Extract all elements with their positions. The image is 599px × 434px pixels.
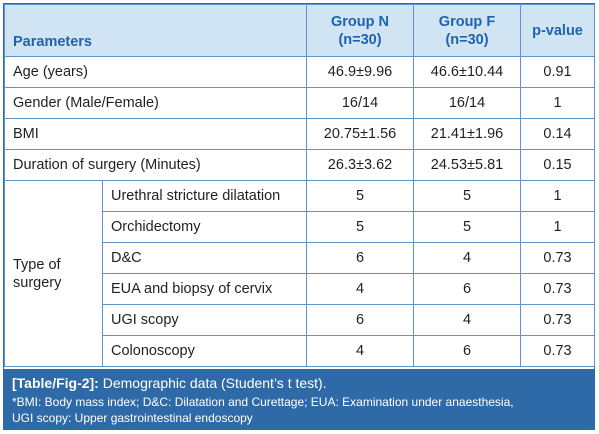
caption-footnote-line1: *BMI: Body mass index; D&C: Dilatation a…	[12, 395, 514, 409]
group-f-value: 21.41±1.96	[413, 118, 521, 150]
caption-text: Demographic data (Student’s t test).	[98, 375, 327, 391]
group-n-value: 16/14	[306, 87, 414, 119]
group-n-value: 4	[306, 335, 414, 367]
group-f-value: 4	[413, 304, 521, 336]
header-group-f-line2: (n=30)	[445, 31, 489, 48]
table-row: Age (years) 46.9±9.96 46.6±10.44 0.91	[4, 56, 595, 88]
type-of-surgery-line2: surgery	[13, 274, 62, 291]
p-value: 1	[520, 211, 595, 243]
type-of-surgery-line1: Type of	[13, 256, 61, 273]
group-n-value: 6	[306, 242, 414, 274]
caption-footnote: *BMI: Body mass index; D&C: Dilatation a…	[12, 394, 586, 426]
row-label: Gender (Male/Female)	[4, 87, 307, 119]
group-f-value: 6	[413, 273, 521, 305]
surgery-label: Colonoscopy	[102, 335, 307, 367]
p-value: 1	[520, 180, 595, 212]
group-f-value: 6	[413, 335, 521, 367]
p-value: 0.15	[520, 149, 595, 181]
header-group-n: Group N (n=30)	[306, 4, 414, 57]
row-label: Age (years)	[4, 56, 307, 88]
group-n-value: 4	[306, 273, 414, 305]
group-f-value: 24.53±5.81	[413, 149, 521, 181]
surgery-label: EUA and biopsy of cervix	[102, 273, 307, 305]
table-row: UGI scopy 6 4 0.73	[5, 304, 595, 336]
p-value: 0.14	[520, 118, 595, 150]
row-label: BMI	[4, 118, 307, 150]
group-f-value: 4	[413, 242, 521, 274]
caption-main: [Table/Fig-2]: Demographic data (Student…	[12, 374, 586, 392]
type-of-surgery-label: Type of surgery	[4, 180, 103, 367]
group-n-value: 6	[306, 304, 414, 336]
header-row: Parameters Group N (n=30) Group F (n=30)…	[4, 4, 595, 57]
group-f-value: 5	[413, 180, 521, 212]
header-group-n-line2: (n=30)	[338, 31, 382, 48]
row-label: Duration of surgery (Minutes)	[4, 149, 307, 181]
p-value: 1	[520, 87, 595, 119]
group-n-value: 20.75±1.56	[306, 118, 414, 150]
surgery-label: Urethral stricture dilatation	[102, 180, 307, 212]
table-row: Gender (Male/Female) 16/14 16/14 1	[4, 87, 595, 119]
caption-footnote-line2: UGI scopy: Upper gastrointestinal endosc…	[12, 411, 253, 425]
group-n-value: 26.3±3.62	[306, 149, 414, 181]
demographic-table: Parameters Group N (n=30) Group F (n=30)…	[4, 4, 595, 367]
p-value: 0.73	[520, 242, 595, 274]
group-f-value: 16/14	[413, 87, 521, 119]
header-group-f-line1: Group F	[438, 13, 496, 30]
surgery-label: UGI scopy	[102, 304, 307, 336]
table-row: Duration of surgery (Minutes) 26.3±3.62 …	[4, 149, 595, 181]
header-group-n-line1: Group N	[331, 13, 389, 30]
table-row: Type of surgery Urethral stricture dilat…	[4, 180, 595, 367]
header-group-f: Group F (n=30)	[413, 4, 521, 57]
group-n-value: 5	[306, 180, 414, 212]
surgery-label: Orchidectomy	[102, 211, 307, 243]
p-value: 0.73	[520, 335, 595, 367]
table-row: Colonoscopy 4 6 0.73	[5, 335, 595, 367]
group-f-value: 46.6±10.44	[413, 56, 521, 88]
table-figure: Parameters Group N (n=30) Group F (n=30)…	[3, 3, 595, 430]
header-parameters: Parameters	[4, 4, 307, 57]
table-row: BMI 20.75±1.56 21.41±1.96 0.14	[4, 118, 595, 150]
figure-caption: [Table/Fig-2]: Demographic data (Student…	[4, 369, 594, 429]
group-n-value: 46.9±9.96	[306, 56, 414, 88]
table-row: EUA and biopsy of cervix 4 6 0.73	[5, 273, 595, 305]
group-n-value: 5	[306, 211, 414, 243]
table-row: Orchidectomy 5 5 1	[5, 211, 595, 243]
surgery-label: D&C	[102, 242, 307, 274]
p-value: 0.73	[520, 304, 595, 336]
p-value: 0.73	[520, 273, 595, 305]
table-row: D&C 6 4 0.73	[5, 242, 595, 274]
group-f-value: 5	[413, 211, 521, 243]
p-value: 0.91	[520, 56, 595, 88]
header-p-value: p-value	[520, 4, 595, 57]
caption-tag: [Table/Fig-2]:	[12, 375, 99, 391]
